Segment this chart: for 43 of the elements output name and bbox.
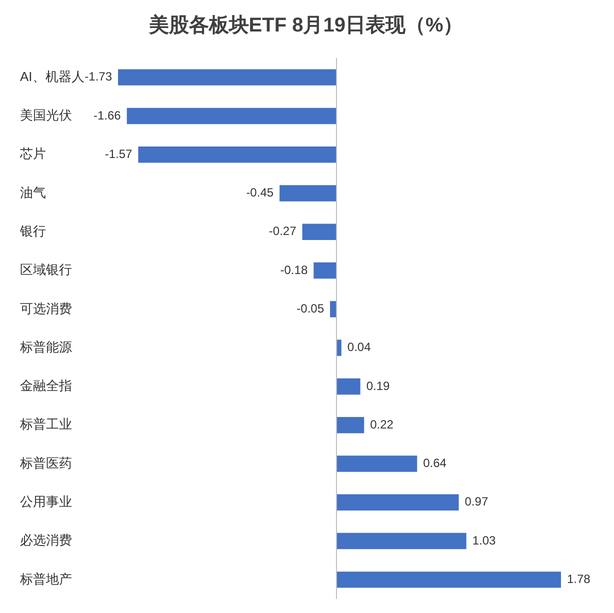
bar bbox=[118, 69, 336, 86]
y-tick-label: 标普医药 bbox=[19, 455, 72, 470]
y-tick-label: 可选消费 bbox=[20, 300, 72, 316]
y-tick-label: 区域银行 bbox=[20, 262, 72, 278]
y-tick-label: 标普工业 bbox=[19, 416, 72, 432]
bar bbox=[336, 456, 418, 472]
data-label: 0.19 bbox=[366, 378, 390, 393]
y-tick-label: 美国光伏 bbox=[20, 108, 72, 123]
data-label: 1.03 bbox=[472, 533, 496, 548]
bar bbox=[314, 262, 336, 279]
data-label: 0.97 bbox=[464, 494, 488, 509]
y-tick-label: 标普地产 bbox=[19, 571, 72, 586]
bar bbox=[336, 416, 364, 434]
y-tick-label: 公用事业 bbox=[20, 494, 72, 509]
chart-title: 美股各板块ETF 8月19日表现（%） bbox=[148, 14, 464, 37]
bar bbox=[336, 494, 459, 511]
y-tick-label: 银行 bbox=[19, 223, 46, 238]
data-label: -1.73 bbox=[84, 70, 112, 84]
bar bbox=[280, 185, 336, 202]
data-label: -0.45 bbox=[246, 186, 274, 200]
y-tick-label: 油气 bbox=[20, 184, 46, 200]
data-label: 1.78 bbox=[566, 572, 591, 586]
bar bbox=[138, 146, 336, 163]
data-label: -0.27 bbox=[268, 224, 297, 238]
data-label: 0.04 bbox=[347, 340, 372, 354]
bar bbox=[330, 301, 336, 318]
data-label: -0.18 bbox=[280, 262, 308, 277]
bar bbox=[336, 378, 360, 395]
data-label: -1.66 bbox=[93, 108, 122, 122]
bar bbox=[336, 572, 561, 588]
y-tick-label: 芯片 bbox=[19, 146, 46, 162]
data-label: 0.64 bbox=[423, 456, 447, 470]
bar bbox=[336, 340, 342, 356]
bar bbox=[302, 224, 336, 240]
y-tick-label: 必选消费 bbox=[20, 532, 72, 548]
data-label: -1.57 bbox=[104, 146, 133, 161]
bar bbox=[126, 108, 336, 124]
y-tick-label: 标普能源 bbox=[19, 339, 72, 354]
data-label: -0.05 bbox=[296, 301, 324, 316]
bar bbox=[336, 532, 466, 550]
data-label: 0.22 bbox=[370, 417, 394, 432]
y-tick-label: AI、机器人 bbox=[20, 68, 84, 84]
y-tick-label: 金融全指 bbox=[20, 378, 72, 394]
